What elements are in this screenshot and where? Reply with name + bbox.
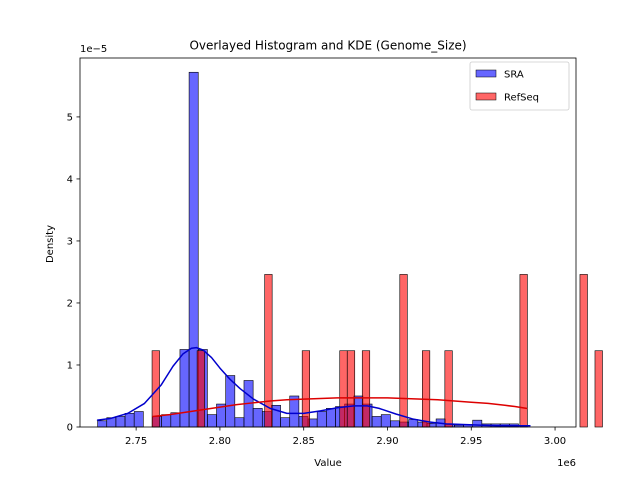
histogram-bar-sra (179, 349, 190, 428)
x-tick-label: 3.00 (544, 436, 566, 447)
x-tick-label: 2.95 (460, 436, 482, 447)
y-axis-ticks: 0 1 2 3 4 5 (67, 112, 80, 434)
legend-swatch-refseq (475, 92, 497, 101)
histogram-bar-sra (472, 419, 483, 428)
histogram-bar-sra (371, 416, 382, 428)
x-tick-label: 2.75 (125, 436, 147, 447)
histogram-bar-refseq (339, 350, 348, 428)
histogram-bar-sra (133, 411, 144, 428)
x-tick-label: 2.85 (293, 436, 315, 447)
histogram-bar-sra (390, 420, 400, 428)
histogram-bar-refseq (594, 350, 603, 428)
histogram-bar-refseq (579, 274, 588, 428)
x-tick-label: 2.80 (209, 436, 231, 447)
histogram-bar-refseq (196, 350, 205, 428)
histogram-bar-refseq (346, 350, 356, 428)
legend-swatch-sra (475, 69, 497, 78)
histogram-bar-refseq (422, 350, 431, 428)
histogram-bar-sra (234, 417, 245, 428)
plot-frame (79, 57, 577, 428)
y-tick-label: 5 (67, 112, 73, 123)
y-tick-label: 2 (67, 298, 73, 309)
y-tick-label: 1 (67, 360, 73, 371)
histogram-bar-sra (280, 417, 291, 428)
legend: SRA RefSeq (469, 61, 570, 111)
y-axis-offset-label: 1e−5 (80, 44, 107, 55)
histogram-bar-sra (380, 414, 391, 428)
histogram-bar-refseq (264, 274, 273, 428)
y-tick-label: 4 (67, 174, 73, 185)
histogram-bar-refseq (361, 350, 371, 428)
histogram-bar-sra (353, 395, 364, 428)
histogram-bar-sra (289, 395, 300, 428)
x-axis-label: Value (314, 458, 341, 469)
histogram-bar-sra (115, 416, 126, 428)
y-axis-label: Density (45, 225, 56, 263)
histogram-bar-sra (326, 408, 336, 428)
kde-line-refseq (152, 397, 528, 418)
histogram-bar-refseq (399, 274, 408, 428)
histogram-bar-sra (408, 419, 419, 428)
histogram-bar-sra (252, 408, 263, 428)
histogram-bar-refseq (301, 350, 311, 428)
y-tick-label: 0 (67, 423, 73, 434)
histogram-bar-sra (97, 420, 108, 428)
bars-layer (97, 71, 603, 428)
histogram-bar-refseq (444, 350, 453, 428)
x-axis-offset-label: 1e6 (557, 458, 576, 469)
legend-label-refseq: RefSeq (504, 93, 539, 104)
histogram-bar-sra (207, 414, 217, 428)
histogram-bar-sra (161, 414, 172, 428)
kde-line-sra (96, 346, 531, 427)
y-tick-label: 3 (67, 236, 73, 247)
kde-layer (96, 346, 531, 427)
x-axis-ticks: 2.75 2.80 2.85 2.90 2.95 3.00 (125, 427, 566, 447)
chart-title: Overlayed Histogram and KDE (Genome_Size… (189, 39, 466, 53)
legend-label-sra: SRA (504, 70, 524, 81)
x-tick-label: 2.90 (376, 436, 398, 447)
histogram-bar-sra (124, 413, 135, 428)
histogram-bar-refseq (519, 274, 528, 428)
histogram-bar-sra (316, 411, 327, 428)
